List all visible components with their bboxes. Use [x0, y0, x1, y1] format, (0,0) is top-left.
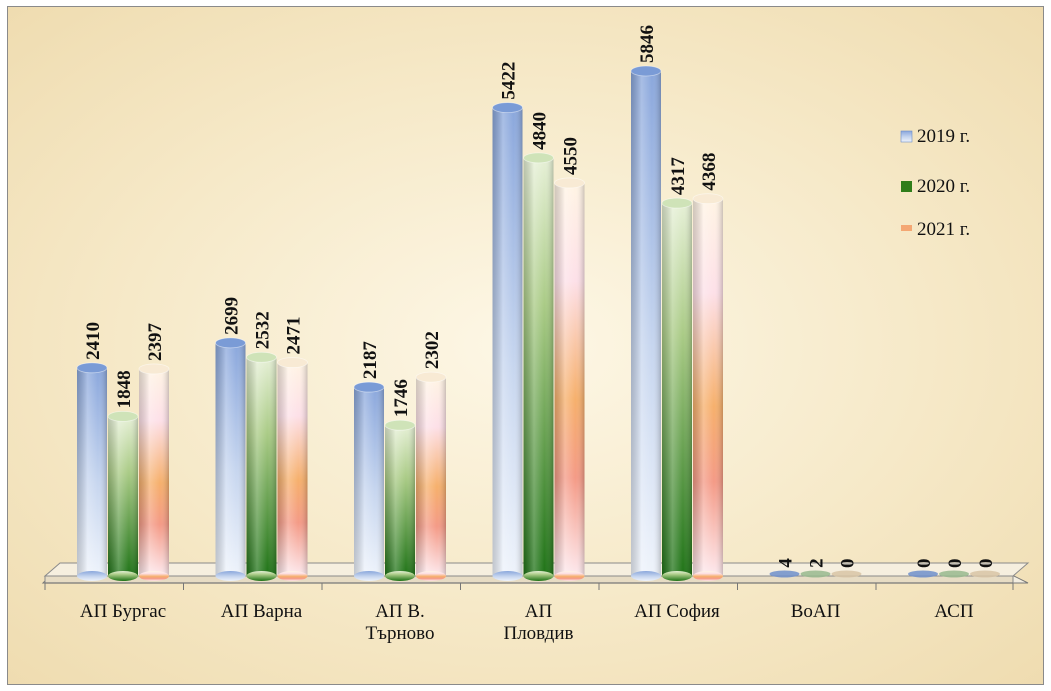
data-label-0-0: 2410 [83, 322, 104, 360]
bar-4-2 [692, 193, 724, 581]
legend-swatch-2019 [900, 130, 913, 143]
data-label-2-0: 2187 [360, 341, 381, 380]
bar-2-1 [384, 419, 416, 581]
data-label-5-2: 0 [838, 559, 859, 569]
data-label-6-0: 0 [914, 559, 935, 569]
category-label-1: АП Варна [221, 601, 303, 622]
data-label-1-2: 2471 [284, 317, 305, 355]
bar-6-1 [939, 570, 969, 578]
data-label-3-2: 4550 [561, 137, 582, 175]
legend-swatch-2021 [901, 225, 912, 231]
bar-3-2 [554, 177, 585, 581]
legend-label-2021: 2021 г. [917, 219, 970, 240]
data-label-5-1: 2 [807, 558, 828, 568]
category-label-2: АП В. Търново [366, 601, 435, 644]
bar-1-2 [277, 357, 308, 581]
bar-3-1 [523, 152, 554, 581]
bar-6-0 [908, 570, 938, 578]
data-label-4-0: 5846 [637, 25, 658, 63]
category-label-6: АСП [934, 601, 973, 622]
legend: 2019 г. 2020 г. 2021 г. [900, 126, 970, 240]
bar-1-0 [215, 337, 246, 581]
bar-1-1 [246, 351, 277, 581]
data-label-3-1: 4840 [530, 112, 551, 150]
bar-6-2 [970, 570, 1000, 578]
data-label-3-0: 5422 [499, 62, 520, 100]
category-label-3: АП Пловдив [503, 601, 573, 644]
legend-label-2020: 2020 г. [917, 176, 970, 197]
bar-3-0 [492, 102, 523, 581]
data-label-0-1: 1848 [114, 370, 135, 408]
bar-4-1 [661, 197, 693, 581]
legend-item-2020: 2020 г. [901, 176, 970, 197]
bar-0-1 [107, 410, 139, 581]
bar-2-2 [415, 371, 447, 581]
legend-label-2019: 2019 г. [917, 126, 970, 147]
bar-5-0 [769, 570, 800, 578]
bar-2-0 [353, 381, 385, 581]
legend-item-2019: 2019 г. [900, 126, 970, 147]
bar-5-1 [800, 570, 831, 578]
data-label-6-2: 0 [976, 559, 997, 569]
legend-item-2021: 2021 г. [901, 219, 970, 240]
data-label-6-1: 0 [945, 559, 966, 569]
data-label-2-1: 1746 [391, 379, 412, 417]
data-label-1-0: 2699 [222, 297, 243, 335]
data-label-5-0: 4 [776, 558, 797, 568]
legend-swatch-2020 [901, 181, 912, 192]
bar-5-2 [831, 570, 862, 578]
category-label-0: АП Бургас [80, 601, 166, 622]
category-label-4: АП София [634, 601, 720, 622]
bar-4-0 [630, 65, 662, 581]
data-label-4-2: 4368 [699, 153, 720, 191]
bar-0-2 [138, 363, 170, 581]
data-label-0-2: 2397 [145, 322, 166, 361]
data-label-4-1: 4317 [668, 157, 689, 196]
bar-0-0 [76, 362, 108, 581]
data-label-2-2: 2302 [422, 331, 443, 369]
category-label-5: ВоАП [791, 601, 841, 622]
data-label-1-1: 2532 [253, 311, 274, 349]
